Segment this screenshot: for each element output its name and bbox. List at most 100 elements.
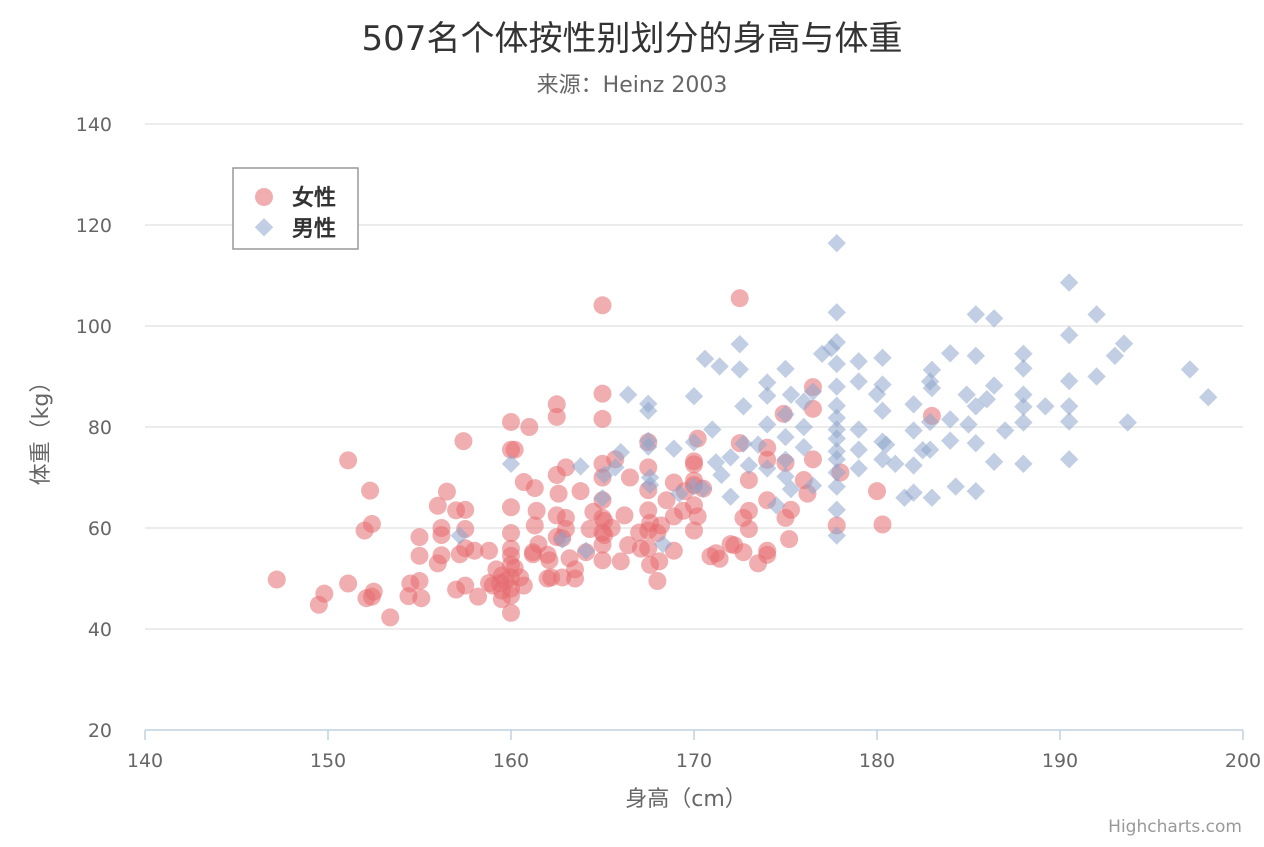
- male-point[interactable]: [1014, 413, 1033, 432]
- male-point[interactable]: [941, 344, 960, 363]
- female-point[interactable]: [739, 501, 758, 520]
- male-point[interactable]: [776, 427, 795, 447]
- male-point[interactable]: [803, 476, 823, 495]
- male-point[interactable]: [1014, 359, 1033, 378]
- female-point[interactable]: [502, 603, 520, 622]
- female-point[interactable]: [456, 576, 475, 595]
- female-point[interactable]: [685, 521, 703, 540]
- male-point[interactable]: [721, 448, 740, 467]
- male-point[interactable]: [1059, 450, 1079, 469]
- male-point[interactable]: [922, 488, 942, 507]
- female-point[interactable]: [739, 471, 758, 490]
- female-point[interactable]: [432, 546, 451, 565]
- male-point[interactable]: [886, 454, 905, 474]
- male-point[interactable]: [1105, 346, 1125, 365]
- male-point[interactable]: [941, 431, 960, 450]
- male-point[interactable]: [758, 415, 777, 434]
- male-point[interactable]: [758, 459, 777, 478]
- female-point[interactable]: [525, 516, 544, 535]
- male-point[interactable]: [748, 435, 768, 454]
- female-point[interactable]: [339, 574, 358, 593]
- legend-item-female[interactable]: 女性: [292, 185, 336, 211]
- male-point[interactable]: [904, 395, 923, 414]
- male-point[interactable]: [827, 477, 846, 496]
- male-point[interactable]: [849, 352, 868, 371]
- female-point[interactable]: [525, 479, 544, 498]
- male-point[interactable]: [684, 432, 704, 452]
- female-point[interactable]: [502, 412, 520, 431]
- female-point[interactable]: [553, 568, 572, 587]
- male-point[interactable]: [571, 457, 590, 476]
- female-point[interactable]: [540, 551, 559, 570]
- female-point[interactable]: [571, 482, 590, 501]
- male-point[interactable]: [966, 481, 986, 501]
- male-point[interactable]: [1059, 397, 1079, 416]
- female-point[interactable]: [502, 498, 520, 517]
- female-point[interactable]: [412, 589, 431, 608]
- male-point[interactable]: [501, 454, 521, 474]
- female-point[interactable]: [456, 500, 475, 519]
- male-point[interactable]: [1014, 344, 1033, 363]
- female-point[interactable]: [432, 526, 451, 545]
- male-point[interactable]: [904, 456, 923, 475]
- male-point[interactable]: [553, 530, 572, 549]
- female-point[interactable]: [730, 289, 749, 308]
- female-point[interactable]: [868, 482, 886, 501]
- male-point[interactable]: [640, 475, 660, 495]
- male-point[interactable]: [966, 346, 986, 365]
- male-point[interactable]: [849, 459, 868, 478]
- male-point[interactable]: [794, 417, 813, 437]
- male-point[interactable]: [1180, 360, 1200, 379]
- male-point[interactable]: [966, 305, 986, 324]
- female-point[interactable]: [428, 496, 447, 515]
- male-point[interactable]: [611, 443, 630, 462]
- male-point[interactable]: [618, 385, 638, 404]
- male-point[interactable]: [1014, 385, 1033, 404]
- female-point[interactable]: [437, 482, 456, 501]
- male-point[interactable]: [1059, 273, 1079, 292]
- male-point[interactable]: [827, 233, 846, 253]
- male-point[interactable]: [827, 332, 846, 352]
- male-point[interactable]: [664, 439, 684, 458]
- male-point[interactable]: [1036, 397, 1055, 416]
- male-point[interactable]: [758, 373, 777, 392]
- female-point[interactable]: [593, 551, 612, 570]
- male-point[interactable]: [827, 429, 846, 448]
- female-point[interactable]: [688, 507, 707, 526]
- male-point[interactable]: [712, 465, 731, 485]
- female-point[interactable]: [547, 395, 566, 414]
- male-point[interactable]: [693, 479, 713, 498]
- female-point[interactable]: [410, 572, 429, 591]
- female-point[interactable]: [803, 450, 822, 469]
- male-point[interactable]: [670, 484, 689, 503]
- male-point[interactable]: [959, 415, 978, 434]
- female-point[interactable]: [549, 484, 568, 503]
- male-point[interactable]: [595, 465, 614, 485]
- female-point[interactable]: [362, 514, 381, 533]
- male-point[interactable]: [941, 410, 960, 429]
- female-point[interactable]: [520, 418, 539, 436]
- male-point[interactable]: [873, 348, 892, 368]
- male-point[interactable]: [920, 440, 940, 459]
- female-point[interactable]: [480, 541, 499, 560]
- male-point[interactable]: [922, 360, 942, 380]
- female-point[interactable]: [685, 455, 703, 474]
- male-point[interactable]: [995, 421, 1015, 440]
- female-point[interactable]: [339, 451, 358, 470]
- female-point[interactable]: [505, 440, 524, 459]
- male-point[interactable]: [827, 303, 846, 322]
- female-point[interactable]: [620, 468, 639, 487]
- male-point[interactable]: [873, 375, 892, 394]
- male-point[interactable]: [794, 438, 813, 457]
- male-point[interactable]: [957, 385, 976, 404]
- female-point[interactable]: [873, 515, 892, 534]
- male-point[interactable]: [1199, 388, 1218, 407]
- male-point[interactable]: [776, 359, 795, 379]
- male-point[interactable]: [1014, 454, 1033, 474]
- male-point[interactable]: [827, 450, 846, 469]
- female-point[interactable]: [650, 552, 669, 571]
- female-point[interactable]: [514, 576, 533, 595]
- male-point[interactable]: [450, 526, 469, 545]
- female-point[interactable]: [593, 296, 612, 315]
- female-point[interactable]: [364, 582, 383, 601]
